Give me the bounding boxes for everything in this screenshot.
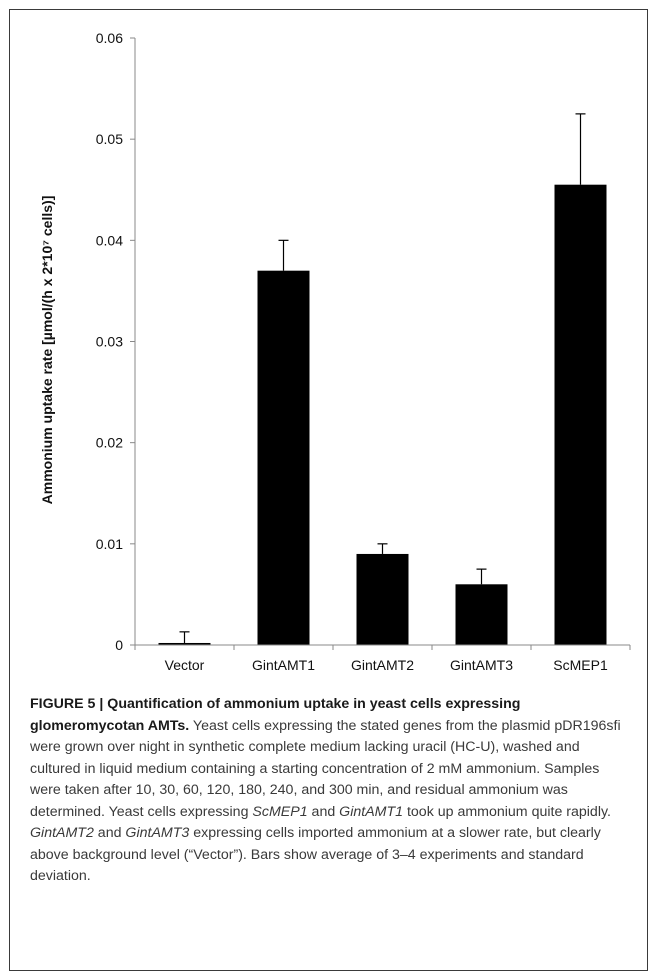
y-tick-label: 0.05 [96,131,123,147]
caption-gene: GintAMT2 [30,825,94,841]
x-tick-label: Vector [165,657,205,673]
bars [159,114,607,645]
y-axis: 0 0.01 0.02 0.03 0.04 0.05 0.06 [96,30,135,653]
x-tick-label: ScMEP1 [553,657,608,673]
y-tick-label: 0.04 [96,232,123,248]
caption-gene: ScMEP1 [252,804,307,820]
y-axis-label: Ammonium uptake rate [µmol/(h x 2*10⁷ ce… [39,196,55,505]
x-tick-label: GintAMT3 [450,657,513,673]
y-tick-label: 0.02 [96,435,123,451]
caption-gene: GintAMT1 [339,804,403,820]
y-tick-label: 0.06 [96,30,123,46]
y-tick-label: 0.01 [96,536,123,552]
y-tick-label: 0 [115,637,123,653]
caption-text: took up ammonium quite rapidly. [403,804,611,820]
bar-chart: 0 0.01 0.02 0.03 0.04 0.05 0.06 Vector GintAMT1… [0,0,657,690]
caption-text: and [94,825,126,841]
x-tick-label: GintAMT2 [351,657,414,673]
figure-caption: FIGURE 5 | Quantification of ammonium up… [30,694,630,888]
bar-scmep1 [555,185,607,645]
caption-text: and [308,804,340,820]
bar-gintamt2 [357,554,409,645]
caption-gene: GintAMT3 [125,825,189,841]
bar-gintamt3 [456,584,508,645]
y-tick-label: 0.03 [96,334,123,350]
x-axis: Vector GintAMT1 GintAMT2 GintAMT3 ScMEP1 [135,645,630,673]
x-tick-label: GintAMT1 [252,657,315,673]
bar-gintamt1 [258,271,310,645]
